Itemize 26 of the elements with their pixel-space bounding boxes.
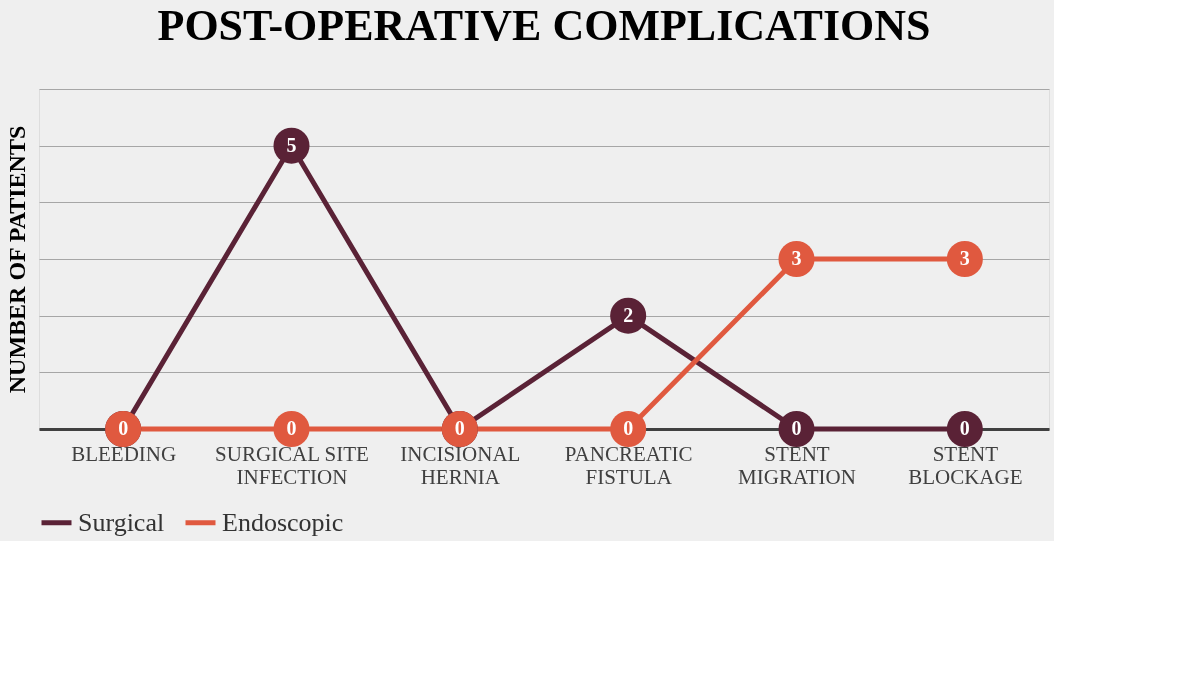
- data-label: 0: [454, 417, 465, 439]
- legend-label: Surgical: [78, 507, 165, 537]
- point: [610, 411, 647, 447]
- data-label: 2: [623, 303, 634, 326]
- x-tick-label: BLEEDING: [71, 441, 177, 466]
- x-tick-label: STENT MIGRATION: [738, 441, 856, 489]
- x-tick-label: PANCREATIC FISTULA: [564, 441, 693, 489]
- x-tick-label: SURGICAL SITE INFECTION: [215, 441, 369, 489]
- data-label: 0: [959, 417, 970, 439]
- point: [610, 297, 647, 334]
- data-label: 0: [791, 417, 802, 439]
- y-axis-title: NUMBER OF PATIENTS: [3, 125, 30, 394]
- data-label: 5: [286, 133, 297, 156]
- legend-label: Endoscopic: [222, 507, 344, 537]
- chart-title: POST-OPERATIVE COMPLICATIONS: [157, 1, 931, 50]
- point: [778, 241, 815, 277]
- data-label: 0: [623, 417, 634, 439]
- data-label: 3: [791, 247, 802, 269]
- data-label: 0: [118, 417, 129, 439]
- point: [946, 411, 983, 447]
- x-tick-label: STENT BLOCKAGE: [908, 441, 1023, 489]
- point: [273, 127, 310, 164]
- point: [946, 241, 983, 277]
- data-label: 0: [286, 417, 297, 439]
- x-tick-label: INCISIONAL HERNIA: [400, 441, 521, 489]
- data-label: 3: [959, 247, 970, 269]
